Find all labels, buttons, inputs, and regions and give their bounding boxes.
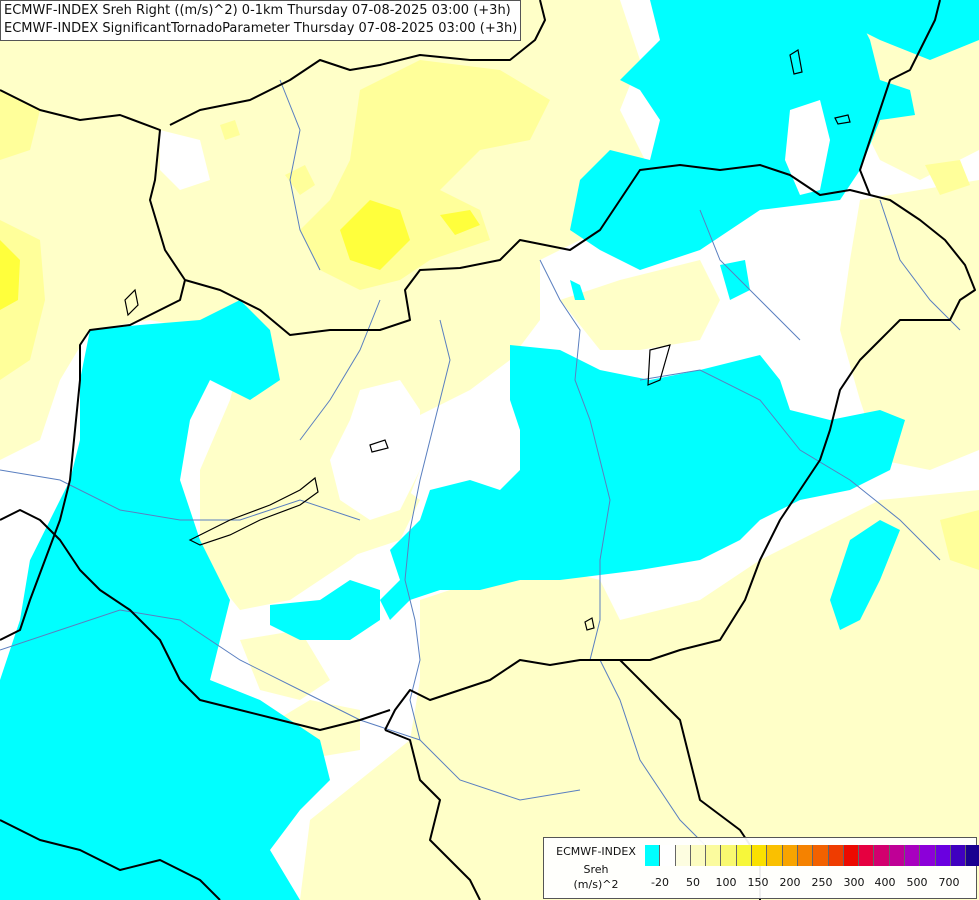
legend-swatch [767, 845, 783, 866]
legend-tick-label: 700 [938, 876, 960, 889]
legend-swatch [874, 845, 890, 866]
legend-swatch [706, 845, 722, 866]
legend-model-label: ECMWF-INDEX [556, 845, 636, 858]
legend-swatch [752, 845, 768, 866]
legend-variable-label: Sreh [583, 863, 609, 876]
legend-tick-label: 500 [906, 876, 928, 889]
legend-swatch [782, 845, 798, 866]
legend-tick-label: -20 [651, 876, 669, 889]
rivers [0, 79, 961, 861]
legend-tick-label: 300 [843, 876, 865, 889]
legend-tick-label: 50 [686, 876, 700, 889]
legend-swatch [660, 845, 676, 866]
legend-swatch [966, 845, 979, 866]
legend-swatch [889, 845, 906, 866]
legend-swatch [721, 845, 737, 866]
title-line-stp: ECMWF-INDEX SignificantTornadoParameter … [4, 21, 518, 36]
legend-tick-label: 100 [715, 876, 737, 889]
legend-swatch [675, 845, 691, 866]
legend-tick-label: 250 [811, 876, 833, 889]
legend-swatch [690, 845, 707, 866]
title-line-sreh: ECMWF-INDEX Sreh Right ((m/s)^2) 0-1km T… [4, 3, 511, 18]
legend-swatch [859, 845, 875, 866]
legend-swatch [843, 845, 860, 866]
map-title-box: ECMWF-INDEX Sreh Right ((m/s)^2) 0-1km T… [0, 0, 522, 41]
fill-white [0, 100, 830, 580]
legend-swatch [736, 845, 753, 866]
legend-swatch [645, 845, 661, 866]
legend-swatch [828, 845, 844, 866]
fill-yellow [0, 200, 480, 310]
legend-tick-label: 200 [779, 876, 801, 889]
color-legend: ECMWF-INDEX Sreh (m/s)^2 -20 50 100 150 200 2… [543, 837, 979, 899]
legend-swatch [935, 845, 951, 866]
legend-color-scale [645, 845, 979, 866]
legend-swatch [905, 845, 921, 866]
legend-tick-label: 150 [747, 876, 769, 889]
lakes [124, 49, 851, 631]
legend-unit-label: (m/s)^2 [573, 878, 619, 891]
legend-swatch [920, 845, 936, 866]
legend-swatch [950, 845, 967, 866]
legend-swatch [797, 845, 814, 866]
legend-swatch [813, 845, 829, 866]
legend-tick-label: 400 [874, 876, 896, 889]
